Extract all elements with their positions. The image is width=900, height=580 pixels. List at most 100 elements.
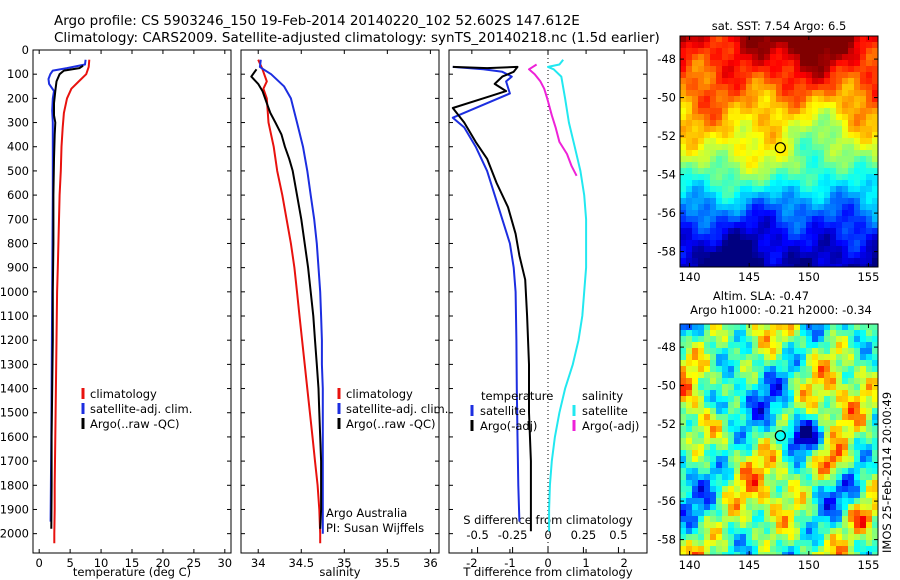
map-cell (740, 264, 747, 267)
map-cell (740, 126, 747, 133)
map-cell (698, 360, 705, 367)
map-cell (740, 96, 747, 103)
map-cell (824, 198, 831, 205)
map-cell (782, 354, 789, 361)
map-cell (686, 540, 693, 547)
map-cell (764, 156, 771, 163)
map-cell (818, 456, 825, 463)
map-cell (710, 408, 717, 415)
map-cell (764, 402, 771, 409)
map-cell (764, 96, 771, 103)
map-cell (704, 84, 711, 91)
map-cell (758, 78, 765, 85)
map-cell (704, 156, 711, 163)
map-cell (728, 522, 735, 529)
map-cell (758, 90, 765, 97)
map-cell (728, 84, 735, 91)
map-cell (866, 144, 873, 151)
map-cell (800, 324, 807, 331)
map-cell (758, 96, 765, 103)
map-cell (740, 180, 747, 187)
map-cell (806, 366, 813, 373)
map-cell (866, 504, 873, 511)
map-cell (848, 180, 855, 187)
map-cell (818, 192, 825, 199)
map-cell (860, 426, 867, 433)
map-cell (770, 168, 777, 175)
map-cell (872, 414, 878, 421)
map-cell (836, 222, 843, 229)
map-cell (770, 462, 777, 469)
map-cell (752, 324, 759, 331)
map-cell (782, 366, 789, 373)
map-cell (812, 330, 819, 337)
map-cell (746, 444, 753, 451)
map-cell (854, 66, 861, 73)
map-cell (728, 192, 735, 199)
map-field (680, 324, 878, 555)
map-cell (854, 126, 861, 133)
map-cell (872, 114, 878, 121)
map-cell (686, 426, 693, 433)
map-cell (728, 132, 735, 139)
map-cell (842, 414, 849, 421)
map-cell (740, 492, 747, 499)
map-cell (794, 96, 801, 103)
map-cell (836, 546, 843, 553)
map-cell (734, 42, 741, 49)
map-cell (842, 456, 849, 463)
map-cell (854, 396, 861, 403)
map-cell (776, 222, 783, 229)
map-cell (872, 552, 878, 555)
map-cell (782, 162, 789, 169)
map-cell (704, 186, 711, 193)
map-cell (848, 258, 855, 265)
map-cell (836, 474, 843, 481)
map-cell (716, 168, 723, 175)
map-cell (740, 408, 747, 415)
map-cell (704, 36, 711, 43)
annotation-text: Argo Australia (326, 506, 407, 520)
map-cell (764, 492, 771, 499)
map-cell (830, 192, 837, 199)
map-cell (806, 492, 813, 499)
map-cell (776, 150, 783, 157)
map-y-tick-label: -58 (657, 245, 676, 259)
map-cell (722, 546, 729, 553)
map-cell (722, 510, 729, 517)
map-cell (842, 444, 849, 451)
map-cell (776, 402, 783, 409)
map-cell (752, 144, 759, 151)
map-cell (698, 486, 705, 493)
map-cell (848, 96, 855, 103)
map-cell (818, 54, 825, 61)
map-cell (800, 186, 807, 193)
map-cell (740, 438, 747, 445)
map-cell (842, 246, 849, 253)
map-cell (830, 240, 837, 247)
map-cell (740, 54, 747, 61)
map-cell (722, 120, 729, 127)
y-tick-label: 1600 (0, 430, 29, 444)
map-cell (716, 516, 723, 523)
map-cell (806, 66, 813, 73)
map-cell (782, 204, 789, 211)
map-cell (872, 120, 878, 127)
map-cell (854, 408, 861, 415)
map-cell (758, 372, 765, 379)
map-cell (692, 546, 699, 553)
map-cell (728, 504, 735, 511)
map-cell (782, 156, 789, 163)
map-cell (842, 132, 849, 139)
map-cell (710, 462, 717, 469)
map-cell (764, 336, 771, 343)
map-cell (746, 144, 753, 151)
map-cell (854, 192, 861, 199)
map-cell (686, 180, 693, 187)
map-cell (758, 534, 765, 541)
map-cell (710, 366, 717, 373)
map-cell (734, 204, 741, 211)
map-cell (728, 420, 735, 427)
map-cell (710, 528, 717, 535)
map-cell (794, 132, 801, 139)
